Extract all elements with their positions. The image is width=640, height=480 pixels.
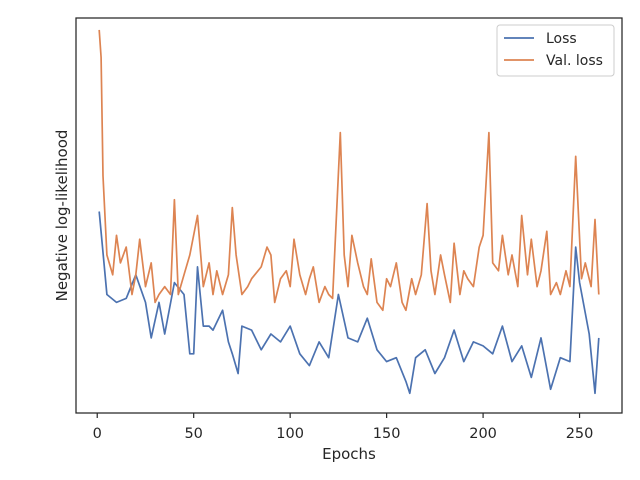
x-axis-ticks: 0 50 100 150 200 250 [93,413,594,442]
x-tick-label: 200 [469,426,497,442]
x-tick-label: 250 [566,426,594,442]
x-tick-label: 50 [184,426,202,442]
series-line-val-loss [98,29,600,312]
x-tick-label: 0 [93,426,102,442]
legend-label-loss: Loss [546,31,577,47]
series-line-loss [98,211,600,395]
plot-frame [75,17,623,414]
x-tick-label: 100 [276,426,304,442]
x-tick-label: 150 [373,426,401,442]
x-axis-label: Epochs [322,445,376,463]
legend: Loss Val. loss [496,24,615,77]
y-axis-label: Negative log-likelihood [53,130,71,302]
series-lines [98,29,600,395]
legend-label-val-loss: Val. loss [546,53,603,69]
